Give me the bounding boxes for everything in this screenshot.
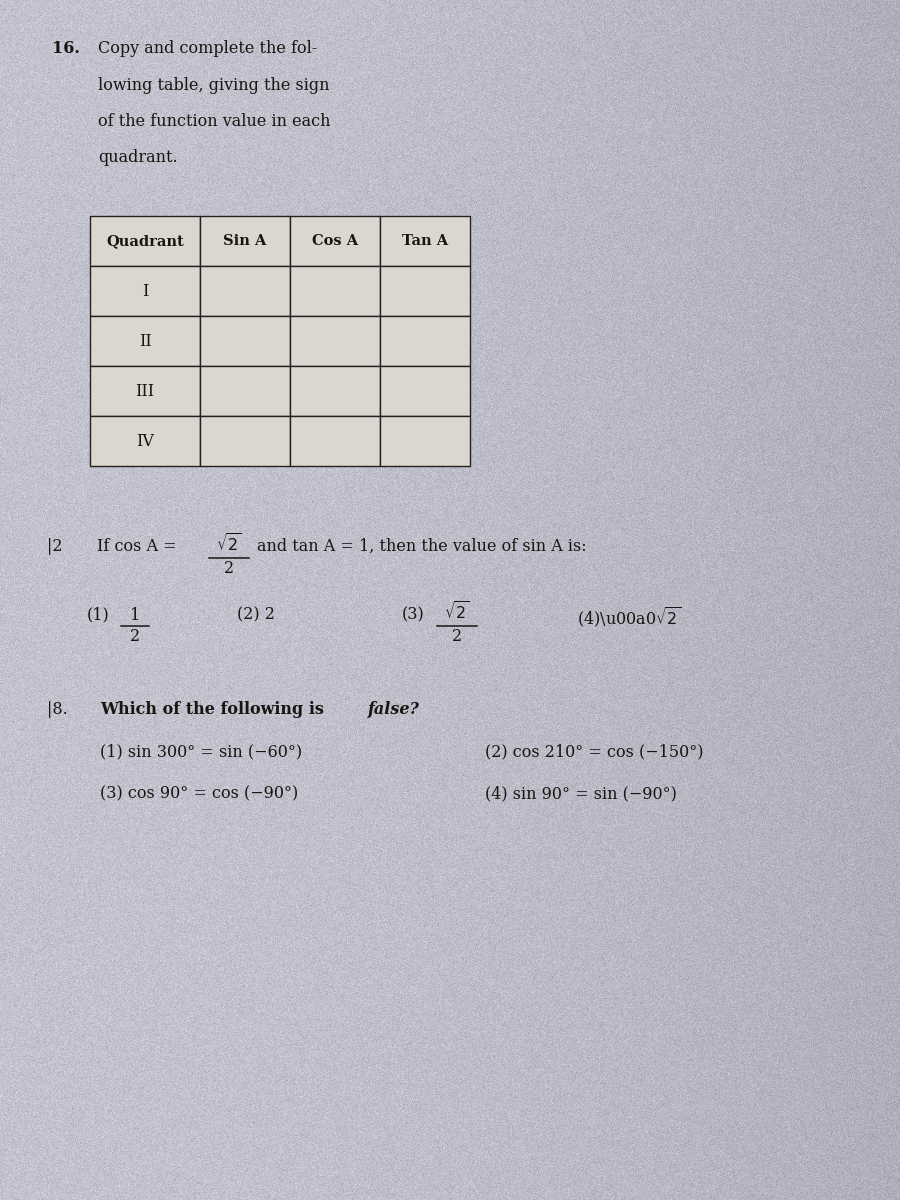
Bar [380, 266, 470, 316]
Text: $\sqrt{2}$: $\sqrt{2}$ [445, 602, 470, 624]
Text: 2: 2 [224, 560, 234, 577]
Text: Copy and complete the fol-: Copy and complete the fol- [98, 40, 318, 56]
Text: Tan A: Tan A [402, 234, 448, 248]
Text: 2: 2 [130, 628, 140, 644]
Text: $\sqrt{2}$: $\sqrt{2}$ [216, 534, 242, 556]
Bar [380, 366, 470, 416]
Text: 16.: 16. [52, 40, 80, 56]
Bar [290, 266, 380, 316]
Text: II: II [139, 332, 151, 349]
Text: Cos A: Cos A [312, 234, 358, 248]
Text: 2: 2 [452, 628, 462, 644]
Bar [90, 316, 200, 366]
Text: IV: IV [136, 432, 154, 450]
Text: (1): (1) [87, 606, 110, 623]
Bar [290, 216, 380, 266]
Bar [200, 266, 290, 316]
Text: (2) cos 210° = cos (−150°): (2) cos 210° = cos (−150°) [485, 743, 704, 760]
Text: quadrant.: quadrant. [98, 150, 177, 167]
Bar [290, 416, 380, 466]
Text: (4) sin 90° = sin (−90°): (4) sin 90° = sin (−90°) [485, 785, 677, 802]
Text: and tan A = 1, then the value of sin A is:: and tan A = 1, then the value of sin A i… [257, 538, 587, 554]
Bar [200, 316, 290, 366]
Text: (2) 2: (2) 2 [237, 606, 274, 623]
Text: false?: false? [368, 701, 420, 718]
Bar [90, 266, 200, 316]
Text: (3): (3) [402, 606, 425, 623]
Text: If cos A =: If cos A = [97, 538, 176, 554]
Bar [380, 216, 470, 266]
Bar [200, 416, 290, 466]
Bar [90, 366, 200, 416]
Text: 1: 1 [130, 607, 140, 624]
Text: Which of the following is: Which of the following is [100, 701, 329, 718]
Bar [200, 216, 290, 266]
Bar [200, 366, 290, 416]
Bar [380, 416, 470, 466]
Bar [90, 416, 200, 466]
Bar [380, 316, 470, 366]
Text: I: I [142, 282, 148, 300]
Bar [90, 216, 200, 266]
Text: of the function value in each: of the function value in each [98, 113, 330, 130]
Text: Quadrant: Quadrant [106, 234, 184, 248]
Text: (1) sin 300° = sin (−60°): (1) sin 300° = sin (−60°) [100, 743, 302, 760]
Text: III: III [135, 383, 155, 400]
Bar [290, 316, 380, 366]
Text: (3) cos 90° = cos (−90°): (3) cos 90° = cos (−90°) [100, 785, 298, 802]
Text: (4)\u00a0$\sqrt{2}$: (4)\u00a0$\sqrt{2}$ [577, 606, 681, 630]
Text: |8.: |8. [47, 701, 68, 718]
Text: |2: |2 [47, 538, 62, 554]
Text: lowing table, giving the sign: lowing table, giving the sign [98, 77, 329, 94]
Bar [290, 366, 380, 416]
Text: Sin A: Sin A [223, 234, 266, 248]
